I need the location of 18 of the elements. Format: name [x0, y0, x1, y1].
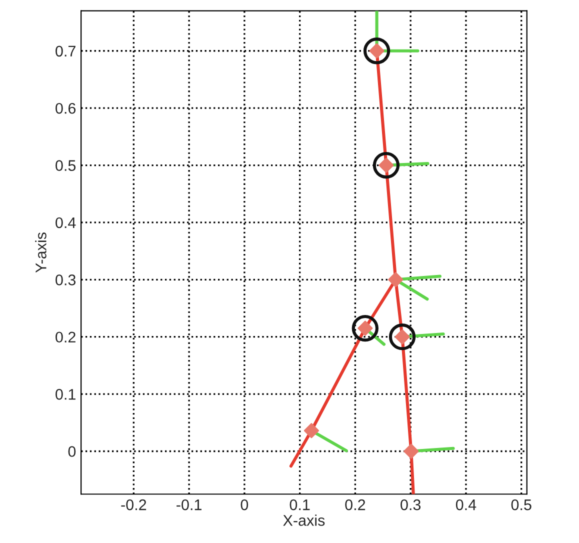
- x-tick-label: 0.2: [345, 499, 366, 510]
- y-tick-label: 0.4: [56, 217, 76, 228]
- y-axis-title: Y-axis: [35, 232, 46, 273]
- y-tick-label: 0.2: [56, 332, 76, 343]
- y-tick-label: 0.5: [56, 160, 76, 171]
- y-tick-label: 0: [68, 446, 76, 457]
- x-tick-label: 0.3: [400, 499, 421, 510]
- x-tick-label: 0.5: [511, 499, 532, 510]
- x-tick-label: -0.2: [121, 499, 146, 510]
- x-tick-label: 0.1: [290, 499, 310, 510]
- y-tick-label: 0.6: [56, 102, 76, 114]
- y-tick-label: 0.1: [56, 388, 76, 400]
- x-tick-label: 0: [240, 499, 248, 510]
- x-axis-title: X-axis: [283, 514, 325, 526]
- x-tick-label: -0.1: [176, 499, 202, 510]
- y-tick-label: 0.3: [56, 274, 76, 286]
- x-tick-label: 0.4: [456, 499, 476, 510]
- y-tick-label: 0.7: [56, 46, 76, 57]
